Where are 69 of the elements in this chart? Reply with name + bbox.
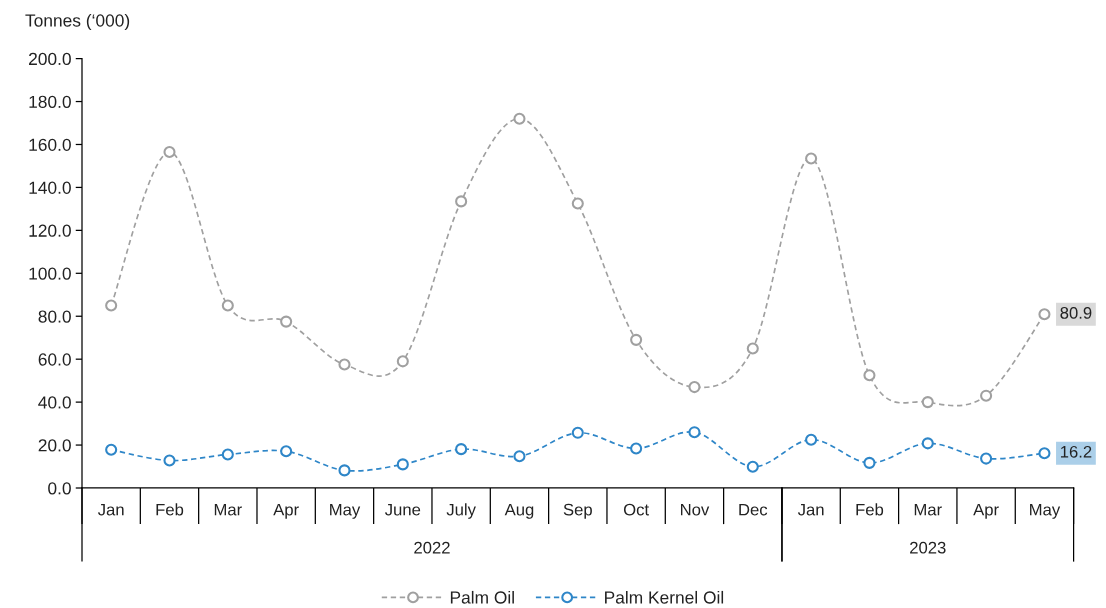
point: [338, 358, 351, 371]
point: [455, 443, 468, 456]
x-tick-label: June: [385, 503, 421, 516]
point: [630, 333, 643, 346]
point: [805, 152, 818, 165]
point: [980, 452, 993, 465]
y-axis-title: Tonnes (‘000): [25, 13, 130, 31]
point: [221, 299, 234, 312]
point: [455, 195, 468, 208]
point: [805, 433, 818, 446]
point: [571, 197, 584, 210]
data-label: 16.2: [1060, 445, 1092, 458]
x-tick-label: Aug: [504, 503, 534, 519]
x-tick-label: May: [330, 503, 361, 519]
point: [105, 299, 118, 312]
point: [921, 396, 934, 409]
legend-label: Palm Oil: [450, 590, 514, 604]
point: [746, 460, 759, 473]
y-tick-label: 80.0: [38, 310, 71, 323]
point: [980, 389, 993, 402]
x-tick-label: Nov: [681, 503, 710, 516]
point: [863, 369, 876, 382]
point: [688, 381, 701, 394]
x-tick-label: Oct: [623, 503, 649, 516]
y-tick-label: 140.0: [29, 181, 71, 194]
point: [1038, 447, 1051, 460]
legend-label: Palm Kernel Oil: [605, 590, 724, 604]
text: 2022: [414, 541, 450, 554]
x-tick-label: Mar: [914, 503, 942, 516]
point: [630, 442, 643, 455]
point: [921, 437, 934, 450]
point: [105, 443, 118, 456]
point: [338, 464, 351, 477]
y-tick-label: 40.0: [38, 396, 71, 409]
x-tick-label: Apr: [273, 503, 299, 519]
text: 2023: [910, 541, 946, 554]
x-tick-label: Feb: [156, 503, 184, 516]
point: [571, 426, 584, 439]
point: [1038, 308, 1051, 321]
x-tick-label: Mar: [214, 503, 242, 516]
data-label: 80.9: [1060, 306, 1092, 319]
x-tick-label: Jan: [797, 503, 824, 516]
x-tick-label: Feb: [856, 503, 884, 516]
point: [513, 450, 526, 463]
point: [280, 445, 293, 458]
y-tick-label: 100.0: [29, 267, 71, 280]
x-tick-label: Apr: [973, 503, 999, 519]
point: [746, 342, 759, 355]
y-tick-label: 0.0: [48, 482, 71, 495]
point: [280, 315, 293, 328]
y-tick-label: 180.0: [29, 95, 71, 108]
point: [396, 458, 409, 471]
x-tick-label: Dec: [739, 503, 768, 516]
point: [396, 355, 409, 368]
point: [221, 448, 234, 461]
point: [513, 112, 526, 125]
y-tick-label: 160.0: [29, 138, 71, 151]
y-tick-label: 120.0: [29, 224, 71, 237]
x-tick-label: July: [446, 503, 476, 519]
point: [688, 426, 701, 439]
x-tick-label: May: [1030, 503, 1061, 519]
point: [163, 145, 176, 159]
y-tick-label: 200.0: [29, 52, 71, 66]
x-tick-label: Jan: [97, 503, 124, 516]
point: [863, 456, 876, 469]
x-tick-label: Sep: [563, 503, 592, 519]
point: [163, 454, 176, 467]
y-tick-label: 60.0: [38, 353, 71, 366]
y-tick-label: 20.0: [38, 439, 71, 452]
